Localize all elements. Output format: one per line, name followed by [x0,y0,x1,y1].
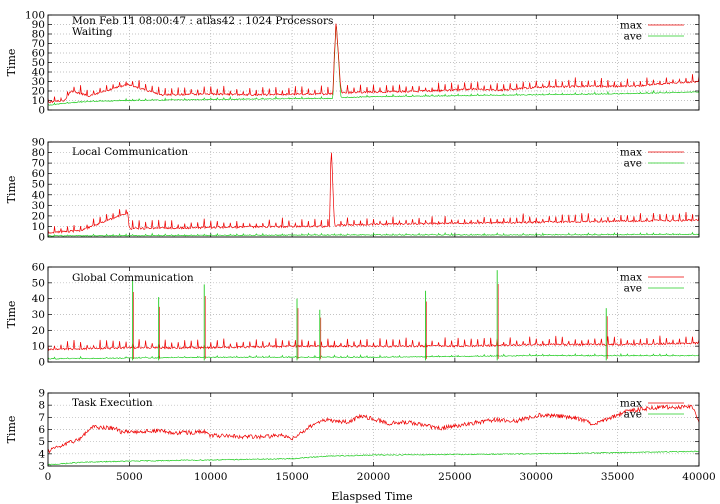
x-tick-label: 0 [45,471,52,483]
y-tick-label: 5 [38,436,45,448]
plot-frame [47,392,700,467]
legend-label-ave: ave [624,158,642,170]
y-tick-label: 50 [32,277,45,289]
y-tick-label: 90 [32,19,45,31]
y-tick-label: 80 [32,29,45,41]
legend-label-max: max [620,398,642,410]
y-tick-label: 80 [32,147,45,159]
y-tick-label: 40 [32,67,45,79]
legend-label-max: max [620,147,642,159]
x-tick-label: 35000 [601,471,634,483]
y-tick-label: 20 [32,86,45,98]
y-tick-label: 7 [38,412,45,424]
series-line-max [47,152,700,234]
y-tick-label: 100 [25,10,45,22]
x-tick-label: 40000 [682,471,715,483]
y-tick-label: 0 [38,232,45,244]
y-tick-label: 30 [32,309,45,321]
header-line-2: Waiting [72,26,113,38]
y-tick-label: 50 [32,179,45,191]
y-tick-label: 3 [38,461,45,473]
y-tick-label: 60 [32,262,45,274]
y-tick-label: 40 [32,189,45,201]
y-tick-label: 70 [32,158,45,170]
header-line-1: Mon Feb 11 08:00:47 : atlas42 : 1024 Pro… [72,15,333,27]
y-tick-label: 50 [32,57,45,69]
y-tick-label: 10 [32,221,45,233]
x-tick-label: 30000 [520,471,553,483]
y-tick-label: 0 [38,105,45,117]
y-axis-title: Time [5,301,18,329]
legend-label-max: max [620,272,642,284]
series-line-max [47,335,700,351]
panel-title: Task Execution [72,397,153,409]
y-tick-label: 30 [32,200,45,212]
y-tick-label: 0 [38,357,45,369]
y-tick-label: 6 [38,424,45,436]
y-tick-label: 4 [38,448,45,460]
plot-frame [47,266,700,363]
y-tick-label: 10 [32,341,45,353]
y-axis-title: Time [5,49,18,77]
series-line-ave [47,231,700,237]
legend-label-ave: ave [624,31,642,43]
series-line-ave [47,352,700,360]
series-line-ave [47,24,700,106]
y-axis-title: Time [5,416,18,444]
panel-title: Local Communication [72,146,188,158]
y-tick-label: 20 [32,210,45,222]
legend-label-ave: ave [624,283,642,295]
x-tick-label: 25000 [438,471,471,483]
x-tick-label: 10000 [194,471,227,483]
plot-frame [47,14,700,111]
y-tick-label: 70 [32,38,45,50]
panel-title: Global Communication [72,272,194,284]
x-tick-label: 15000 [275,471,308,483]
y-tick-label: 60 [32,48,45,60]
series-line-max [47,403,700,454]
legend-label-ave: ave [624,409,642,421]
x-tick-label: 5000 [116,471,143,483]
y-tick-label: 30 [32,76,45,88]
plot-frame [47,141,700,238]
y-tick-label: 40 [32,293,45,305]
y-tick-label: 90 [32,137,45,149]
y-tick-label: 20 [32,325,45,337]
y-tick-label: 10 [32,95,45,107]
legend-label-max: max [620,20,642,32]
series-line-max [47,23,700,104]
y-tick-label: 9 [38,388,45,400]
x-tick-label: 20000 [357,471,390,483]
series-line-ave [47,450,700,466]
x-axis-title: Elaspsed Time [331,490,412,503]
y-tick-label: 60 [32,168,45,180]
y-tick-label: 8 [38,400,45,412]
y-axis-title: Time [5,176,18,204]
